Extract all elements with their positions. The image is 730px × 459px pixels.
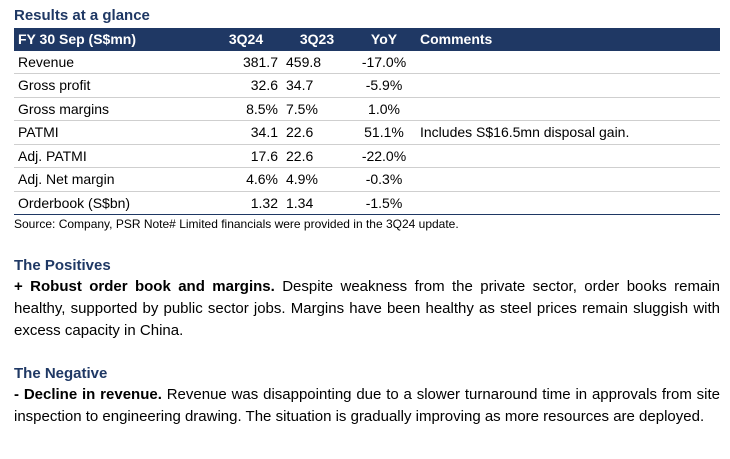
row-3q24-value: 34.1 [250, 124, 278, 141]
row-metric: PATMI [18, 124, 59, 141]
row-yoy-value: -1.5% [365, 194, 403, 211]
row-comment [416, 51, 720, 74]
header-yoy: YoY [352, 28, 416, 51]
row-metric: Orderbook (S$bn) [18, 194, 131, 211]
table-row: Orderbook (S$bn) 1.32 1.34 -1.5% [14, 191, 720, 215]
table-row: Adj. Net margin 4.6% 4.9% -0.3% [14, 168, 720, 192]
table-header: FY 30 Sep (S$mn) 3Q24 3Q23 YoY Comments [14, 28, 720, 51]
header-row: FY 30 Sep (S$mn) 3Q24 3Q23 YoY Comments [14, 28, 720, 51]
row-3q24-value: 17.6 [250, 147, 278, 164]
row-3q24-value: 8.5% [246, 100, 278, 117]
table-row: Revenue 381.7 459.8 -17.0% [14, 51, 720, 74]
row-3q23-value: 7.5% [286, 100, 318, 117]
table-row: PATMI 34.1 22.6 51.1% Includes S$16.5mn … [14, 121, 720, 144]
row-3q24-value: 4.6% [246, 171, 278, 188]
row-yoy-value: 1.0% [368, 100, 400, 117]
table-row: Adj. PATMI 17.6 22.6 -22.0% [14, 144, 720, 168]
row-metric: Gross margins [18, 100, 110, 117]
row-3q23-value: 34.7 [286, 77, 314, 94]
table-row: Gross profit 32.6 34.7 -5.9% [14, 74, 720, 98]
row-comment: Includes S$16.5mn disposal gain. [420, 124, 630, 141]
row-metric: Adj. PATMI [18, 147, 87, 164]
row-yoy-value: -17.0% [361, 53, 407, 70]
positives-paragraph: + Robust order book and margins. Despite… [14, 276, 720, 342]
row-3q23-value: 22.6 [286, 147, 314, 164]
negative-body: Revenue was disappointing due to a slowe… [14, 386, 720, 425]
header-3q24: 3Q24 [210, 28, 282, 51]
results-table: FY 30 Sep (S$mn) 3Q24 3Q23 YoY Comments … [14, 28, 720, 215]
row-3q24-value: 32.6 [250, 77, 278, 94]
row-3q23-value: 4.9% [286, 171, 318, 188]
row-yoy-value: -22.0% [361, 147, 407, 164]
row-comment [416, 191, 720, 215]
row-3q23-value: 22.6 [286, 124, 314, 141]
results-title: Results at a glance [14, 7, 150, 24]
positives-lead: + Robust order book and margins. [14, 278, 275, 295]
row-comment [416, 168, 720, 192]
row-3q23-value: 459.8 [286, 53, 322, 70]
row-metric: Adj. Net margin [18, 171, 115, 188]
row-comment [416, 97, 720, 121]
row-yoy-value: 51.1% [364, 124, 404, 141]
negative-heading: The Negative [14, 365, 108, 382]
row-comment [416, 144, 720, 168]
row-yoy-value: -0.3% [365, 171, 403, 188]
row-metric: Gross profit [18, 77, 91, 94]
row-3q24-value: 1.32 [250, 194, 278, 211]
table-row: Gross margins 8.5% 7.5% 1.0% [14, 97, 720, 121]
row-comment [416, 74, 720, 98]
row-3q24-value: 381.7 [242, 53, 278, 70]
header-comments: Comments [416, 28, 720, 51]
source-note: Source: Company, PSR Note# Limited finan… [14, 217, 459, 231]
page: Results at a glance FY 30 Sep (S$mn) 3Q2… [14, 6, 720, 428]
row-yoy-value: -5.9% [365, 77, 403, 94]
negative-lead: - Decline in revenue. [14, 386, 162, 403]
negative-paragraph: - Decline in revenue. Revenue was disapp… [14, 384, 720, 428]
header-3q23: 3Q23 [282, 28, 352, 51]
table-body: Revenue 381.7 459.8 -17.0% Gross profit … [14, 51, 720, 215]
row-metric: Revenue [18, 53, 75, 70]
positives-body: Despite weakness from the private sector… [14, 278, 720, 339]
row-3q23-value: 1.34 [286, 194, 314, 211]
header-metric: FY 30 Sep (S$mn) [14, 28, 210, 51]
positives-heading: The Positives [14, 257, 111, 274]
